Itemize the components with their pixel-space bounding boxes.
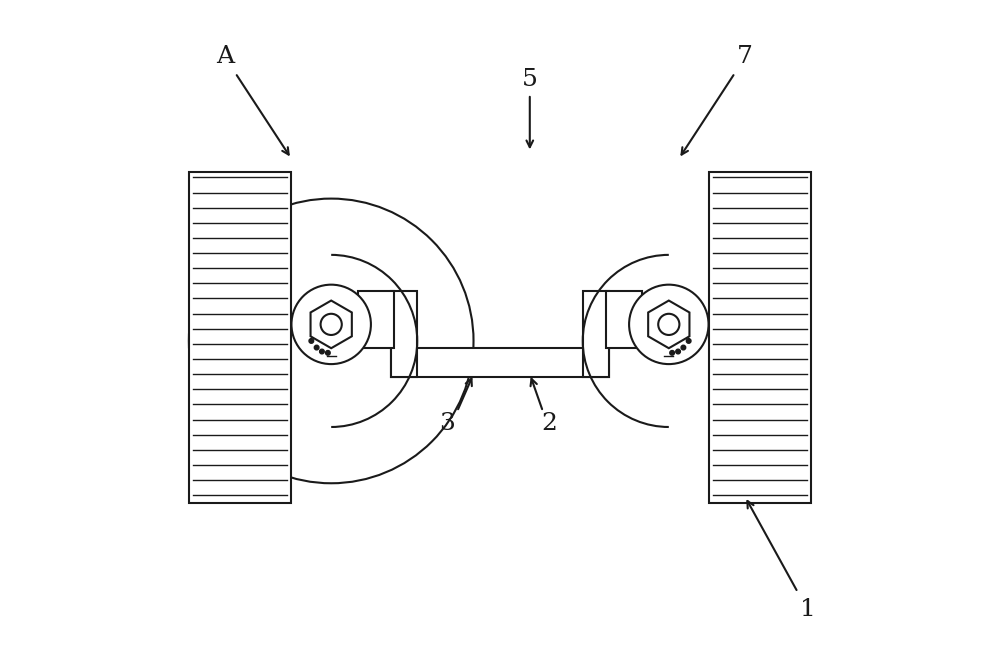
Bar bbox=[189, 172, 291, 503]
Circle shape bbox=[314, 346, 319, 350]
Circle shape bbox=[629, 285, 709, 364]
Circle shape bbox=[686, 339, 691, 344]
Text: 1: 1 bbox=[800, 598, 816, 620]
Circle shape bbox=[309, 339, 314, 344]
Circle shape bbox=[676, 350, 680, 354]
Bar bbox=[391, 348, 609, 377]
Circle shape bbox=[320, 350, 324, 354]
Text: A: A bbox=[216, 45, 234, 68]
Text: 7: 7 bbox=[737, 45, 753, 68]
Circle shape bbox=[658, 314, 679, 335]
Text: 3: 3 bbox=[439, 412, 455, 435]
Circle shape bbox=[681, 346, 686, 350]
Bar bbox=[391, 291, 417, 377]
Text: 2: 2 bbox=[542, 412, 558, 435]
Bar bbox=[606, 291, 642, 348]
Circle shape bbox=[321, 314, 342, 335]
Polygon shape bbox=[311, 301, 352, 348]
Bar bbox=[583, 291, 609, 377]
Bar bbox=[709, 172, 811, 503]
Circle shape bbox=[670, 351, 674, 355]
Circle shape bbox=[189, 199, 474, 483]
Circle shape bbox=[326, 351, 330, 355]
Bar bbox=[358, 291, 394, 348]
Circle shape bbox=[291, 285, 371, 364]
Text: 5: 5 bbox=[522, 68, 538, 91]
Polygon shape bbox=[648, 301, 689, 348]
